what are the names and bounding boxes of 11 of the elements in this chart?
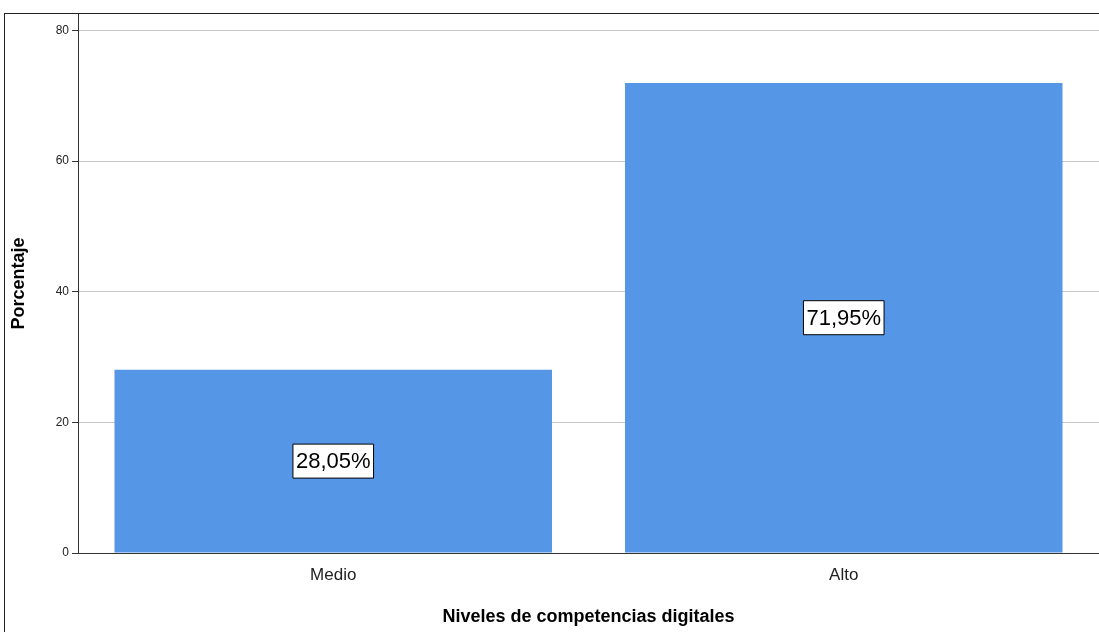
y-tick-label: 80 [55, 22, 70, 37]
y-axis-title: Porcentaje [7, 237, 28, 330]
y-tick-label: 40 [55, 283, 70, 298]
x-tick-label: Medio [310, 564, 357, 584]
data-label: 28,05% [295, 448, 371, 474]
x-tick-label: Alto [829, 564, 859, 584]
y-tick-label: 20 [55, 414, 70, 429]
x-axis-title: Niveles de competencias digitales [442, 606, 735, 627]
y-tick-label: 0 [62, 545, 70, 560]
data-label: 71,95% [806, 304, 882, 330]
y-tick-label: 60 [55, 153, 70, 168]
